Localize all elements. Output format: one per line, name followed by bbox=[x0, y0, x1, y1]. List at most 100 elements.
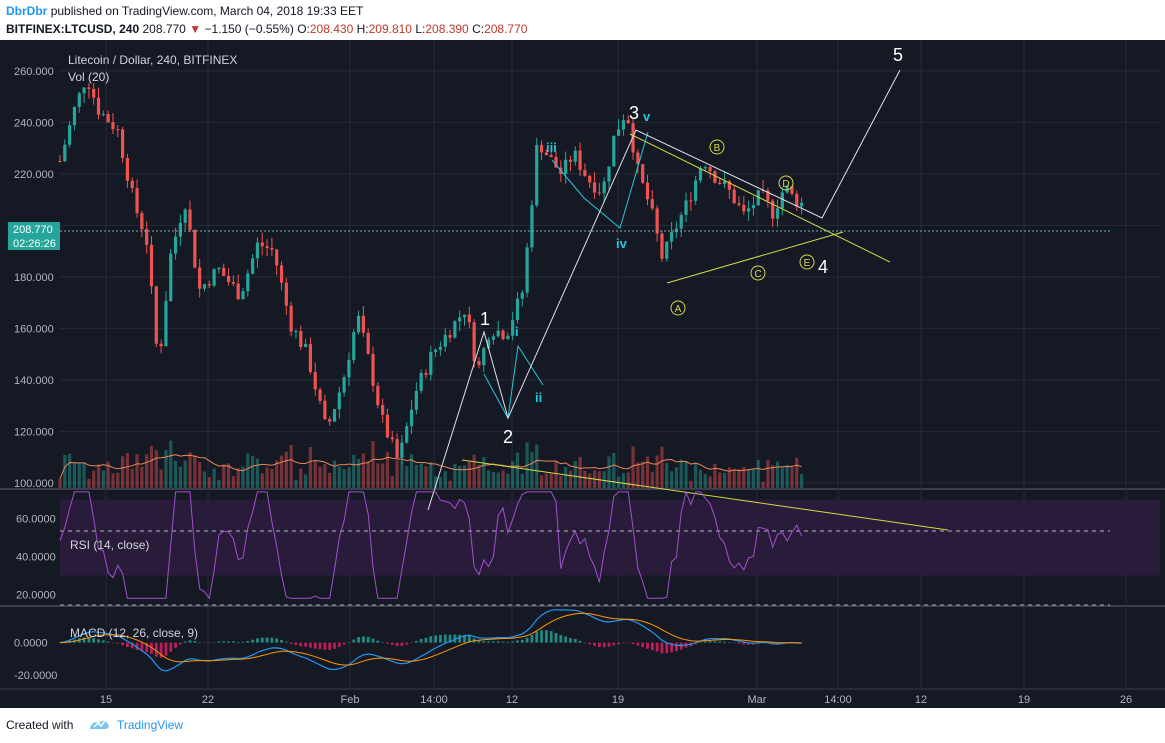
macd-hist-bar bbox=[641, 642, 645, 648]
macd-hist-bar bbox=[463, 635, 466, 643]
volume-bar bbox=[588, 473, 592, 488]
macd-hist-bar bbox=[58, 642, 62, 644]
volume-bar bbox=[308, 447, 313, 488]
elliott-wave-path[interactable] bbox=[427, 69, 901, 511]
candle-body bbox=[737, 203, 741, 205]
volume-bar bbox=[159, 469, 163, 488]
macd-hist-bar bbox=[501, 641, 505, 643]
macd-hist-bar bbox=[569, 638, 572, 643]
volume-bar bbox=[202, 471, 207, 488]
volume-bar bbox=[660, 446, 664, 488]
volume-bar bbox=[246, 453, 250, 488]
candle-body bbox=[511, 320, 515, 336]
volume-bar bbox=[486, 470, 491, 488]
candle-body bbox=[775, 208, 780, 219]
rsi-tick-label: 20.0000 bbox=[16, 590, 56, 602]
chart-canvas[interactable]: 1 2 3 4 5 i ii iii iv v A B C D E 260.00… bbox=[0, 40, 1165, 708]
triangle-lower-line[interactable] bbox=[666, 231, 844, 284]
chart-title: Litecoin / Dollar, 240, BITFINEX bbox=[68, 53, 237, 67]
time-axis[interactable]: 15 22 Feb 14:00 12 19 Mar 14:00 12 19 26 bbox=[100, 694, 1132, 706]
candle-body bbox=[87, 87, 91, 89]
candle-body bbox=[72, 106, 77, 126]
volume-bar bbox=[178, 466, 182, 488]
macd-hist-bar bbox=[193, 641, 197, 643]
macd-hist-bar bbox=[776, 642, 779, 645]
volume-bar bbox=[737, 469, 741, 488]
volume-bar bbox=[303, 474, 308, 488]
price-change: −1.150 (−0.55%) bbox=[204, 22, 294, 36]
macd-hist-bar bbox=[727, 642, 731, 643]
volume-bar bbox=[323, 464, 327, 488]
volume-bar bbox=[77, 463, 81, 488]
candle-body bbox=[800, 202, 804, 207]
candle-body bbox=[650, 199, 654, 209]
time-tick-label: 26 bbox=[1120, 694, 1132, 706]
price-tick-label: 160.000 bbox=[14, 323, 54, 335]
volume-bar bbox=[72, 463, 77, 488]
candle-body bbox=[727, 181, 731, 190]
macd-hist-bar bbox=[352, 639, 356, 643]
macd-hist-bar bbox=[361, 636, 365, 643]
subwave-label-v: v bbox=[643, 109, 651, 124]
candle-body bbox=[424, 373, 428, 375]
candle-body bbox=[294, 330, 298, 332]
candle-body bbox=[482, 348, 486, 366]
publish-footer: Created with TradingView bbox=[0, 708, 1165, 743]
candle-body bbox=[588, 175, 592, 183]
macd-hist-bar bbox=[212, 642, 216, 643]
macd-hist-bar bbox=[299, 642, 303, 647]
volume-bar bbox=[188, 452, 192, 488]
volume-bar bbox=[578, 456, 582, 488]
macd-hist-bar bbox=[135, 642, 139, 650]
volume-bar bbox=[390, 476, 394, 488]
subwave-i-ii-path[interactable] bbox=[483, 344, 544, 420]
macd-hist-bar bbox=[564, 636, 568, 643]
time-tick-label: 19 bbox=[1018, 694, 1030, 706]
volume-bar bbox=[279, 455, 284, 488]
candle-body bbox=[660, 233, 664, 259]
volume-bar bbox=[491, 471, 496, 488]
candle-body bbox=[149, 244, 154, 287]
candle-body bbox=[395, 439, 399, 458]
author-link[interactable]: DbrDbr bbox=[6, 4, 48, 18]
macd-hist-bar bbox=[169, 642, 173, 652]
volume-bar bbox=[612, 453, 616, 488]
volume-bar bbox=[539, 475, 544, 488]
tradingview-link[interactable]: TradingView bbox=[117, 718, 184, 732]
main-pane[interactable] bbox=[60, 40, 1160, 488]
macd-hist-bar bbox=[236, 641, 240, 643]
volume-bar bbox=[116, 472, 120, 488]
candle-body bbox=[236, 283, 240, 300]
wave-label-c: C bbox=[754, 269, 761, 280]
macd-hist-bar bbox=[97, 639, 100, 643]
volume-bar bbox=[462, 465, 467, 488]
candle-body bbox=[698, 168, 703, 181]
macd-hist-bar bbox=[506, 641, 510, 643]
candle-body bbox=[501, 330, 505, 339]
subwave-label-iii: iii bbox=[546, 140, 557, 155]
macd-hist-bar bbox=[646, 642, 649, 649]
candle-body bbox=[597, 192, 601, 194]
macd-hist-bar bbox=[400, 642, 404, 646]
candle-body bbox=[496, 330, 500, 337]
subwave-iii-v-path[interactable] bbox=[551, 131, 649, 229]
volume-bar bbox=[318, 466, 322, 488]
last-price-badge bbox=[8, 222, 60, 236]
symbol-name: BITFINEX:LTCUSD, 240 bbox=[6, 22, 140, 36]
volume-bar bbox=[164, 450, 168, 488]
candle-body bbox=[477, 361, 481, 366]
volume-bar bbox=[549, 473, 553, 488]
volume-trendline[interactable] bbox=[461, 459, 949, 531]
macd-hist-bar bbox=[593, 642, 596, 646]
macd-hist-bar bbox=[559, 635, 563, 643]
macd-pane[interactable] bbox=[60, 607, 1160, 688]
macd-hist-bar bbox=[670, 642, 673, 653]
wave-marker-a bbox=[670, 300, 686, 316]
volume-bar bbox=[559, 475, 563, 488]
triangle-upper-line[interactable] bbox=[629, 133, 891, 263]
volume-bar bbox=[708, 476, 712, 488]
candle-body bbox=[255, 242, 260, 259]
macd-hist-bar bbox=[535, 631, 539, 643]
down-arrow-icon: ▼ bbox=[189, 22, 202, 36]
macd-hist-bar bbox=[458, 634, 462, 643]
